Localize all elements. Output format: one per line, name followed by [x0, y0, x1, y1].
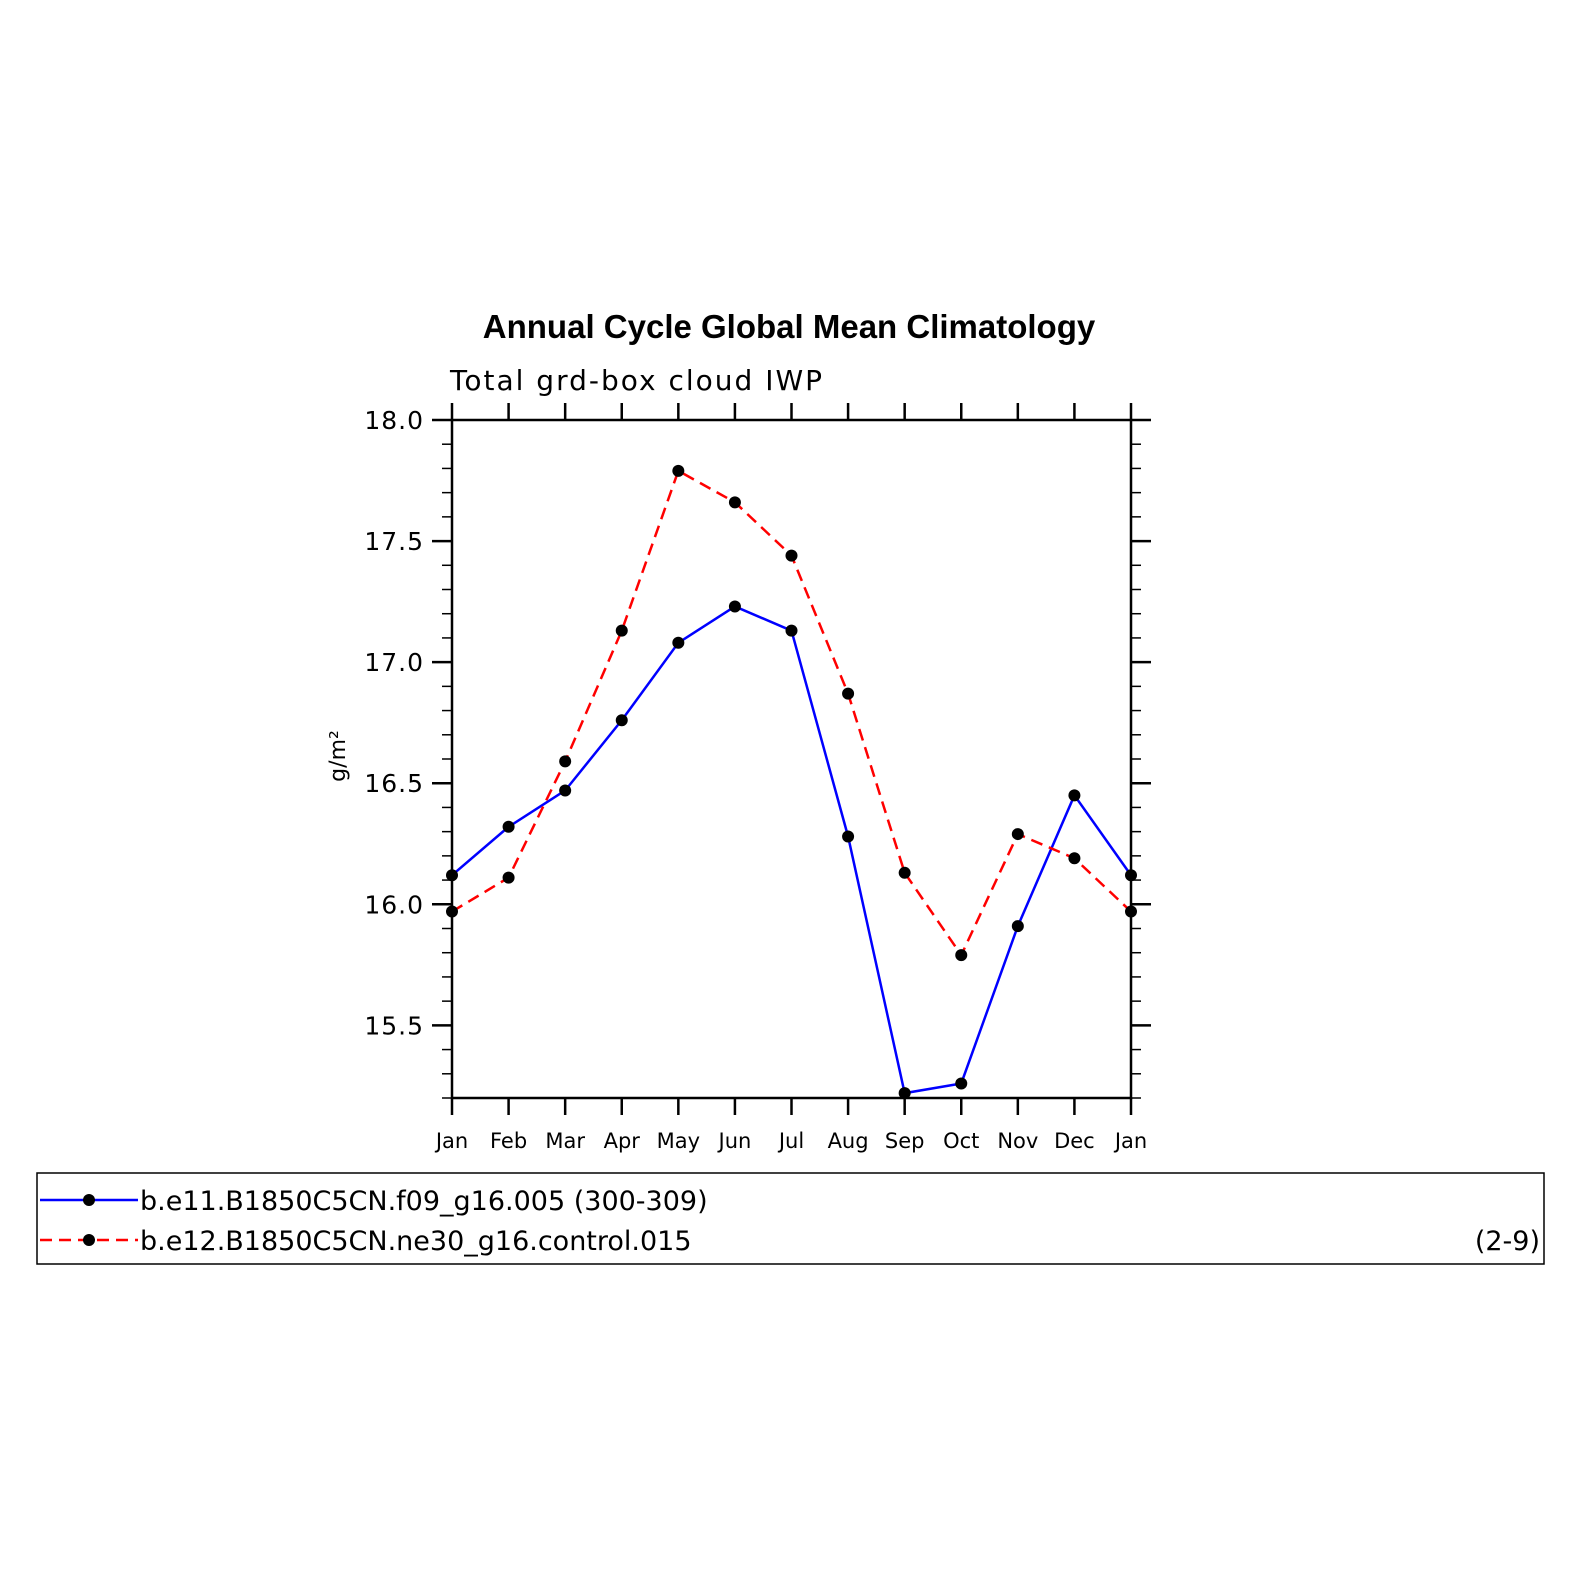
y-tick-label: 18.0	[364, 406, 424, 435]
series-2-marker	[785, 549, 798, 562]
plot-axes: 15.5 16.0 16.5 17.0 17.5 18.0 Jan Feb Mar Apr May J…	[364, 403, 1151, 1153]
y-axis-label: g/m²	[326, 730, 351, 782]
y-tick-label: 16.5	[364, 769, 424, 798]
series-1-marker	[502, 820, 515, 833]
series-1-marker	[1125, 869, 1137, 882]
y-tick-label: 17.0	[364, 648, 424, 677]
series-2-marker	[446, 905, 458, 918]
x-tick-label: Mar	[545, 1129, 585, 1153]
series-2-marker	[728, 496, 741, 509]
series-line-1	[451, 605, 1133, 1095]
series-1-marker	[785, 624, 798, 637]
y-tick-label: 17.5	[364, 527, 424, 556]
x-tick-label: Apr	[604, 1129, 641, 1153]
series-1-marker	[728, 600, 741, 613]
x-tick-label: Feb	[490, 1129, 527, 1153]
series-2-marker	[955, 949, 968, 962]
series-2-marker	[502, 871, 515, 884]
series-2-marker	[898, 866, 911, 879]
x-tick-label: Jan	[1113, 1129, 1147, 1153]
series-2-marker	[559, 755, 572, 768]
legend-label-1: b.e11.B1850C5CN.f09_g16.005 (300-309)	[140, 1186, 708, 1217]
series-1-marker	[842, 830, 855, 843]
legend-marker-2	[83, 1234, 95, 1246]
series-2-marker	[615, 624, 628, 637]
legend-marker-1	[83, 1194, 95, 1206]
y-tick-label: 15.5	[364, 1011, 424, 1040]
x-tick-label: Jul	[777, 1129, 804, 1153]
x-tick-label: Oct	[943, 1129, 979, 1153]
series-1-marker	[1068, 789, 1081, 802]
series-2-marker	[672, 464, 685, 477]
series-2-marker	[842, 687, 855, 700]
series-1-marker	[898, 1087, 911, 1100]
series-layer	[446, 464, 1137, 1100]
chart-subtitle: Total grd-box cloud IWP	[449, 364, 824, 397]
x-tick-label: May	[657, 1129, 700, 1153]
chart-title: Annual Cycle Global Mean Climatology	[483, 308, 1096, 345]
series-2-marker	[1125, 905, 1137, 918]
series-2-marker	[1011, 828, 1024, 841]
plot-frame	[450, 418, 1133, 1100]
series-1-marker	[672, 636, 685, 649]
series-1-marker	[446, 869, 458, 882]
series-1-marker	[955, 1077, 968, 1090]
legend-label-suffix-2: (2-9)	[1475, 1226, 1540, 1257]
x-tick-label: Dec	[1054, 1129, 1095, 1153]
series-2-marker	[1068, 852, 1081, 865]
x-tick-label: Nov	[997, 1129, 1038, 1153]
x-tick-label: Aug	[828, 1129, 869, 1153]
series-1-marker	[559, 784, 572, 797]
series-1-marker	[615, 714, 628, 727]
legend-box	[36, 1172, 1545, 1265]
legend-label-2: b.e12.B1850C5CN.ne30_g16.control.015	[140, 1226, 692, 1257]
x-tick-label: Sep	[885, 1129, 925, 1153]
legend: b.e11.B1850C5CN.f09_g16.005 (300-309) b.e…	[36, 1172, 1545, 1265]
x-tick-label: Jun	[717, 1129, 752, 1153]
series-1-marker	[1011, 920, 1024, 933]
x-tick-label: Jan	[434, 1129, 468, 1153]
series-line-2	[451, 469, 1132, 958]
y-tick-label: 16.0	[364, 890, 424, 919]
